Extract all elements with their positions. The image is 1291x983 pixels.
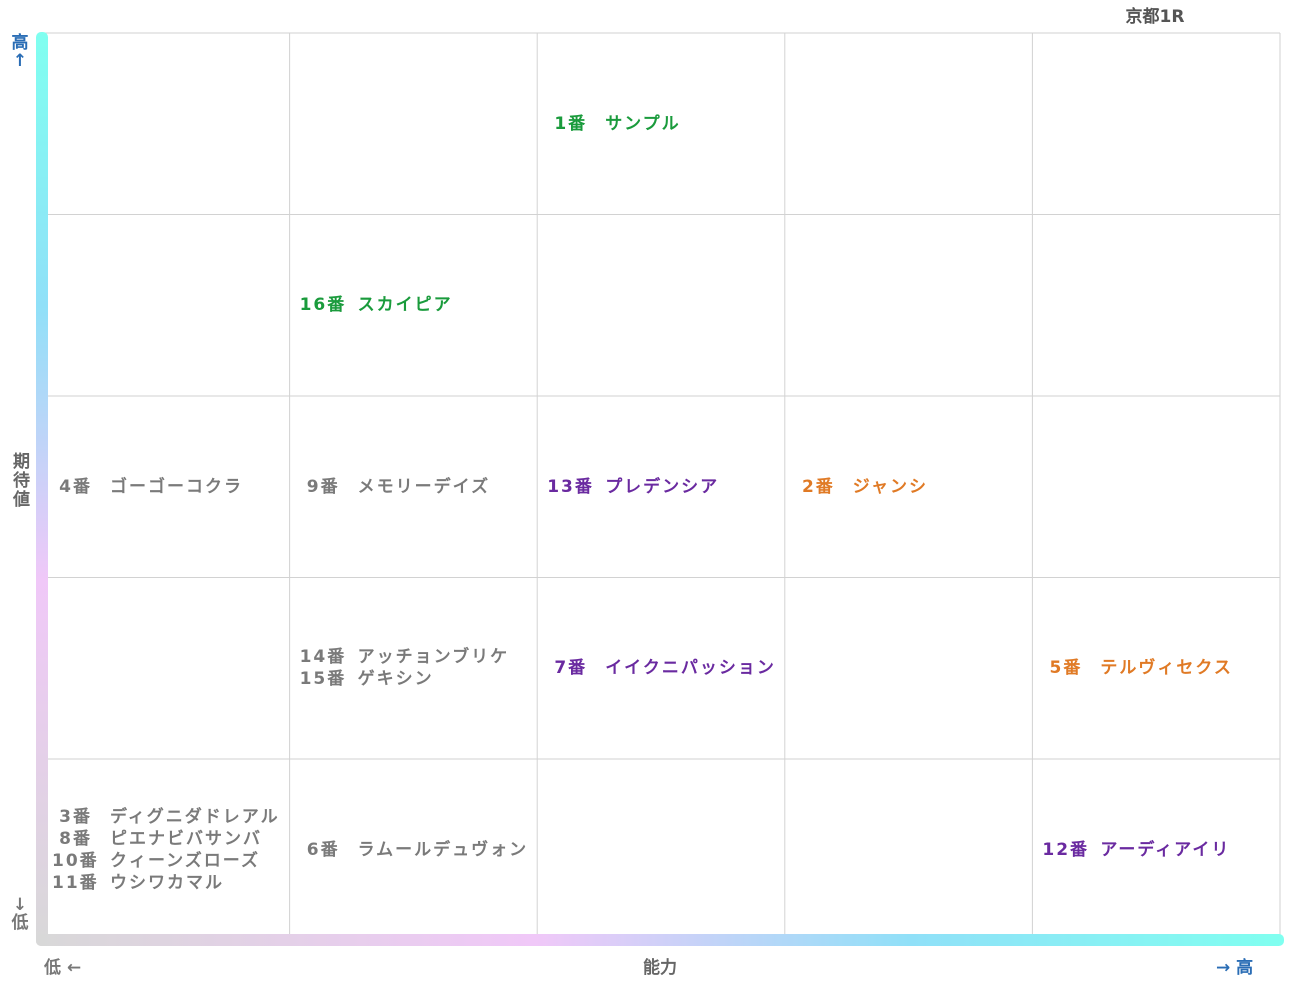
- horse-entry: 14番 アッチョンブリケ: [300, 646, 510, 668]
- horse-entry: 6番 ラムールデュヴォン: [300, 839, 529, 861]
- horse-number: 12番: [1042, 839, 1090, 860]
- horse-entry: 13番 プレデンシア: [547, 476, 719, 498]
- horse-entry: 7番 イイクニパッション: [547, 657, 776, 679]
- horse-entry: 8番 ピエナビバサンバ: [52, 828, 262, 850]
- horse-entry: 9番 メモリーデイズ: [300, 476, 491, 498]
- horse-number: 7番: [554, 658, 588, 679]
- horse-number: 1番: [554, 113, 588, 134]
- horse-name: ラムールデュヴォン: [357, 839, 529, 860]
- horse-name: イイクニパッション: [605, 658, 776, 679]
- horse-name: ゲキシン: [357, 669, 434, 690]
- horse-entry: 16番 スカイピア: [300, 294, 453, 316]
- y-axis-low-label: 低: [11, 913, 29, 933]
- horse-name: ディグニダドレアル: [110, 806, 280, 827]
- horse-name: ウシワカマル: [110, 872, 224, 893]
- horse-number: 10番: [52, 850, 99, 871]
- horse-number: 5番: [1049, 658, 1083, 679]
- horse-entry: 2番 ジャンシ: [795, 476, 928, 498]
- x-axis-low-label: 低 ←: [44, 958, 82, 978]
- horse-name: ゴーゴーコクラ: [110, 476, 243, 497]
- horse-entry: 11番 ウシワカマル: [52, 872, 224, 894]
- horse-name: ピエナビバサンバ: [110, 828, 262, 849]
- horse-name: クィーンズローズ: [110, 850, 260, 871]
- horse-entry: 12番 アーディアイリ: [1042, 839, 1230, 861]
- horse-name: スカイピア: [357, 295, 453, 316]
- race-title: 京都1R: [1125, 7, 1185, 27]
- horse-number: 4番: [59, 476, 92, 497]
- horse-number: 14番: [299, 647, 347, 668]
- horse-entry: 1番 サンプル: [547, 113, 681, 135]
- horse-number: 2番: [801, 476, 835, 497]
- horse-name: プレデンシア: [605, 476, 720, 497]
- y-axis-high: 高 ↑: [7, 34, 33, 70]
- horse-name: サンプル: [605, 113, 681, 134]
- y-axis-bar: [36, 32, 48, 946]
- x-axis-label: 能力: [643, 958, 677, 978]
- horse-name: アーディアイリ: [1100, 839, 1231, 860]
- y-axis-high-label: 高: [11, 33, 29, 53]
- horse-number: 16番: [299, 295, 347, 316]
- horse-entry: 5番 テルヴィセクス: [1042, 657, 1233, 679]
- horse-name: アッチョンブリケ: [357, 647, 510, 668]
- horse-number: 8番: [59, 828, 92, 849]
- horse-number: 9番: [306, 476, 340, 497]
- horse-name: ジャンシ: [852, 476, 928, 497]
- y-axis-label: 期待値: [9, 452, 29, 509]
- horse-entry: 15番 ゲキシン: [300, 668, 434, 690]
- horse-entry: 3番 ディグニダドレアル: [52, 806, 280, 828]
- horse-entry: 10番 クィーンズローズ: [52, 850, 260, 872]
- horse-number: 6番: [306, 839, 340, 860]
- horse-number: 15番: [299, 669, 347, 690]
- horse-number: 11番: [52, 872, 99, 893]
- horse-name: テルヴィセクス: [1100, 658, 1233, 679]
- x-axis-bar: [36, 934, 1284, 946]
- y-axis-low: ↓ 低: [7, 896, 33, 932]
- up-arrow-icon: ↑: [12, 51, 28, 71]
- horse-number: 13番: [547, 476, 594, 497]
- horse-number: 3番: [59, 806, 92, 827]
- down-arrow-icon: ↓: [12, 895, 28, 915]
- x-axis-high-label: → 高: [1216, 958, 1254, 978]
- horse-name: メモリーデイズ: [357, 476, 491, 497]
- horse-entry: 4番 ゴーゴーコクラ: [52, 476, 243, 498]
